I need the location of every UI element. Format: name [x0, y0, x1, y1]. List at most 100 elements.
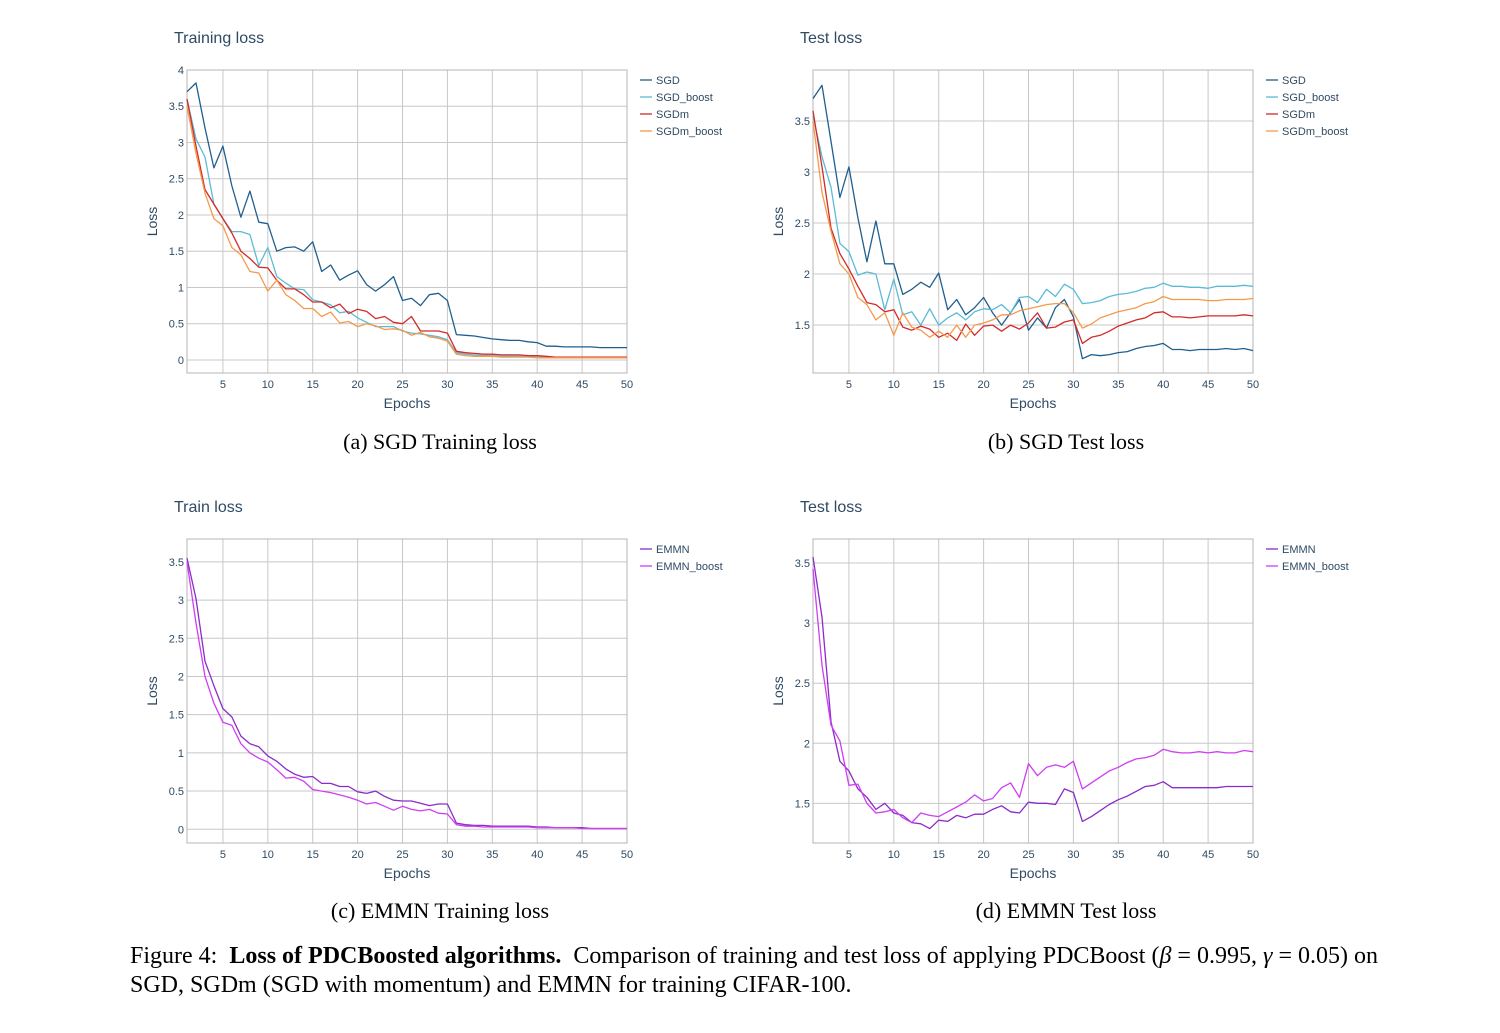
- y-tick-label: 0: [178, 824, 184, 836]
- figure-caption: Figure 4: Loss of PDCBoosted algorithms.…: [130, 942, 1378, 1000]
- x-axis-label: Epochs: [384, 865, 431, 881]
- y-tick-label: 0.5: [169, 319, 184, 331]
- x-tick-label: 10: [262, 849, 274, 861]
- legend-label: SGDm_boost: [656, 126, 722, 138]
- beta-symbol: β: [1159, 943, 1172, 969]
- x-tick-label: 5: [220, 849, 226, 861]
- legend-label: SGDm: [1282, 109, 1315, 121]
- x-tick-label: 40: [1157, 849, 1169, 861]
- legend-label: SGD_boost: [1282, 92, 1339, 104]
- x-tick-label: 25: [1022, 849, 1034, 861]
- series-line: [186, 561, 627, 830]
- y-axis-label: Loss: [770, 207, 786, 237]
- y-tick-label: 2: [804, 269, 810, 281]
- legend-label: SGDm_boost: [1282, 126, 1348, 138]
- x-tick-label: 45: [576, 379, 588, 391]
- y-tick-label: 3.5: [795, 116, 810, 128]
- chart-title: Test loss: [800, 30, 863, 47]
- figure-caption-bold: Loss of PDCBoosted algorithms.: [229, 943, 562, 969]
- legend-label: SGDm: [656, 109, 689, 121]
- x-tick-label: 5: [220, 379, 226, 391]
- chart-panel-b: Test loss 5 10 15 20 25 30 35 40 45 50 1.5 2 2.5 3 3.5…: [0, 0, 1500, 470]
- series-line: [186, 106, 627, 359]
- x-tick-label: 20: [977, 849, 989, 861]
- legend-label: EMMN: [656, 544, 690, 556]
- series-line: [812, 115, 1254, 326]
- series-line: [186, 82, 627, 349]
- x-tick-label: 15: [933, 849, 945, 861]
- y-tick-label: 0: [178, 355, 184, 367]
- x-tick-label: 10: [888, 379, 900, 391]
- y-tick-label: 3.5: [795, 558, 810, 570]
- y-tick-label: 1.5: [795, 320, 810, 332]
- x-tick-label: 35: [1112, 379, 1124, 391]
- x-tick-label: 20: [977, 379, 989, 391]
- x-tick-label: 30: [441, 379, 453, 391]
- figure-caption-text-end: ) on SGD, SGDm (SGD with momentum) and E…: [130, 943, 1378, 998]
- x-tick-label: 15: [933, 379, 945, 391]
- series-line: [812, 568, 1254, 824]
- x-axis-label: Epochs: [384, 395, 431, 411]
- y-tick-label: 3: [178, 137, 184, 149]
- x-tick-label: 30: [1067, 849, 1079, 861]
- x-tick-label: 30: [1067, 379, 1079, 391]
- gamma-value: = 0.05: [1272, 943, 1340, 969]
- legend-label: EMMN_boost: [1282, 561, 1349, 573]
- x-tick-label: 25: [1022, 379, 1034, 391]
- x-tick-label: 25: [396, 379, 408, 391]
- x-tick-label: 40: [531, 849, 543, 861]
- y-tick-label: 1: [178, 282, 184, 294]
- y-axis-label: Loss: [144, 676, 160, 706]
- y-tick-label: 2: [178, 210, 184, 222]
- x-tick-label: 45: [1202, 379, 1214, 391]
- y-tick-label: 4: [178, 65, 184, 77]
- x-tick-label: 20: [351, 849, 363, 861]
- y-tick-label: 3.5: [169, 557, 184, 569]
- panel-caption: (a) SGD Training loss: [343, 429, 537, 454]
- plot-frame: [812, 538, 1254, 844]
- y-tick-label: 3.5: [169, 101, 184, 113]
- legend-label: SGD_boost: [656, 92, 713, 104]
- x-tick-label: 35: [1112, 849, 1124, 861]
- legend-label: SGD: [656, 75, 680, 87]
- panel-caption: (b) SGD Test loss: [987, 429, 1145, 454]
- x-tick-label: 10: [888, 849, 900, 861]
- x-axis-label: Epochs: [1010, 395, 1057, 411]
- x-tick-label: 35: [486, 379, 498, 391]
- plot-frame: [186, 538, 628, 844]
- y-tick-label: 2.5: [169, 633, 184, 645]
- x-tick-label: 50: [621, 379, 633, 391]
- figure-caption-text: Comparison of training and test loss of …: [573, 943, 1160, 969]
- y-tick-label: 1.5: [169, 710, 184, 722]
- x-tick-label: 45: [1202, 849, 1214, 861]
- y-axis-label: Loss: [770, 676, 786, 706]
- y-tick-label: 1.5: [169, 246, 184, 258]
- x-tick-label: 10: [262, 379, 274, 391]
- legend-label: SGD: [1282, 75, 1306, 87]
- line-chart: 5 10 15 20 25 30 35 40 45 50 0 0.5 1 1.5 2 2.5 3 3.5 Epoch…: [144, 538, 723, 881]
- y-tick-label: 3: [178, 595, 184, 607]
- y-tick-label: 3: [804, 167, 810, 179]
- x-tick-label: 25: [396, 849, 408, 861]
- series-line: [812, 84, 1254, 360]
- chart-panel-c: Train loss 5 10 15 20 25 30 35 40 45 50 0 0.5 1 1.5 2 2…: [0, 0, 750, 940]
- line-chart: 5 10 15 20 25 30 35 40 45 50 1.5 2 2.5 3 3.5 Epochs Loss…: [770, 69, 1348, 411]
- series-line: [186, 98, 627, 358]
- chart-panel-a: Training loss 5 10 15 20 25 30 35 40 45 50 0 0.5 1 1.…: [0, 0, 750, 470]
- x-tick-label: 5: [846, 379, 852, 391]
- y-tick-label: 1.5: [795, 798, 810, 810]
- x-tick-label: 40: [531, 379, 543, 391]
- x-tick-label: 40: [1157, 379, 1169, 391]
- x-tick-label: 35: [486, 849, 498, 861]
- y-tick-label: 2: [178, 671, 184, 683]
- y-tick-label: 2.5: [795, 678, 810, 690]
- series-line: [812, 556, 1253, 830]
- x-tick-label: 20: [351, 379, 363, 391]
- x-tick-label: 50: [1247, 379, 1259, 391]
- x-tick-label: 5: [846, 849, 852, 861]
- x-tick-label: 15: [307, 849, 319, 861]
- x-tick-label: 45: [576, 849, 588, 861]
- series-line: [812, 110, 1254, 345]
- y-tick-label: 2.5: [795, 218, 810, 230]
- panel-caption: (d) EMMN Test loss: [975, 898, 1157, 923]
